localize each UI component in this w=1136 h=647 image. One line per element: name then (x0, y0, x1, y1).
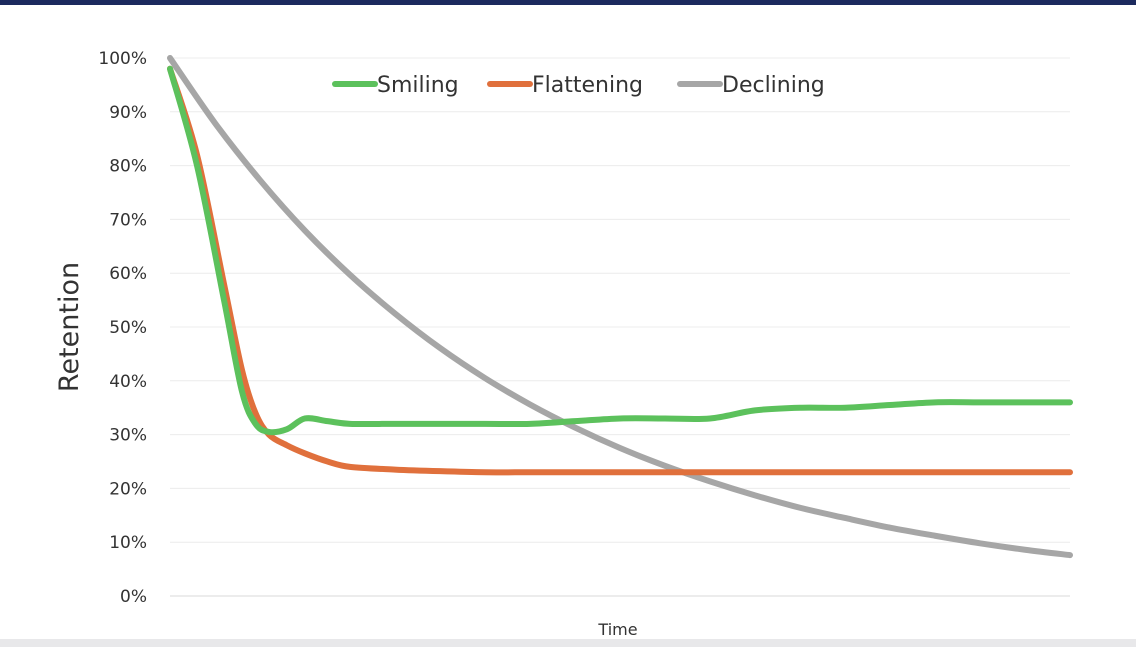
series-line-smiling (167, 65, 1073, 436)
y-tick-label: 0% (120, 587, 147, 607)
top-accent-bar (0, 0, 1136, 5)
series-line-declining (167, 55, 1073, 559)
bottom-strip (0, 639, 1136, 647)
series-lines (167, 55, 1073, 559)
series-line-flattening (167, 65, 1073, 476)
legend: Smiling Flattening Declining (332, 73, 825, 98)
x-axis-title: Time (597, 620, 637, 639)
legend-label-flattening: Flattening (532, 73, 643, 98)
gridlines (170, 57, 1070, 597)
y-tick-label: 70% (109, 210, 147, 230)
y-axis-title: Retention (54, 262, 85, 392)
y-tick-label: 80% (109, 157, 147, 177)
y-tick-label: 10% (109, 533, 147, 553)
y-tick-label: 90% (109, 103, 147, 123)
y-tick-label: 50% (109, 318, 147, 338)
legend-label-declining: Declining (722, 73, 825, 98)
legend-label-smiling: Smiling (377, 73, 459, 98)
y-tick-label: 100% (98, 49, 147, 69)
y-axis-ticks: 0% 10% 20% 30% 40% 50% 60% 70% 80% 90% 100% (98, 49, 147, 607)
y-tick-label: 20% (109, 479, 147, 499)
y-tick-label: 60% (109, 264, 147, 284)
y-tick-label: 40% (109, 372, 147, 392)
y-tick-label: 30% (109, 426, 147, 446)
